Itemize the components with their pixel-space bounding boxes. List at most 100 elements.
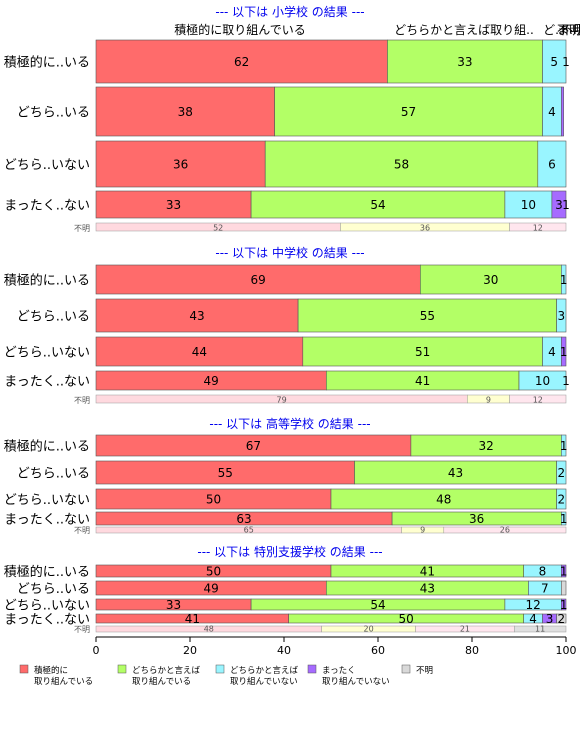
value-label: 1 [560,439,568,453]
value-label: 69 [251,273,266,287]
value-label: 3 [557,309,565,323]
unknown-value-label: 36 [420,224,430,233]
value-label: 55 [218,466,233,480]
bar-row: どちら..いない 44 51 4 1 [4,336,567,367]
value-label: 3 [546,612,554,626]
bar-row: まったく..ない 63 36 1 [4,511,568,528]
unknown-bar: 不明 48 20 21 11 [74,625,567,634]
panel-1: --- 以下は 小学校 の結果 ---積極的に..いる 62 33 5 1どちら..いる… [4,4,570,233]
bar-row: まったく..ない 33 54 10 3 1 [4,190,570,219]
bar-segment [560,564,567,578]
value-label: 32 [478,439,493,453]
legend-swatch [401,664,411,674]
value-label: 10 [535,374,550,388]
value-label: 54 [370,198,385,212]
legend-swatch [307,664,317,674]
bar-segment [560,264,567,295]
value-label: 50 [206,493,221,507]
bar-segment [302,336,543,367]
row-label: まったく..ない [4,513,90,528]
unknown-value-label: 52 [213,224,223,233]
chart-panels: --- 以下は 小学校 の結果 ---積極的に..いる 62 33 5 1どちら..いる… [4,4,570,634]
value-label: 49 [204,374,219,388]
unknown-segment [443,526,567,534]
unknown-value-label: 20 [364,625,374,634]
value-label: 30 [483,273,498,287]
top-label-cat2: どちらかと言えば取り組.. [394,23,534,37]
legend-label: 取り組んでいる [34,676,93,687]
value-label: 1 [562,374,570,388]
legend-label: どちらかと言えば [132,665,201,676]
unknown-value-label: 12 [533,396,543,405]
value-label: 5 [550,55,558,69]
bar-segment [556,613,567,624]
bar-segment [556,460,567,485]
x-tick-label: 60 [371,644,385,657]
legend-swatch [117,664,127,674]
value-label: 38 [178,105,193,119]
value-label: 49 [204,582,219,596]
value-label: 67 [246,439,261,453]
value-label: 41 [420,565,435,579]
unknown-bar: 不明 52 36 12 [74,222,567,233]
value-label: 6 [548,158,556,172]
bar-segment [95,298,299,333]
unknown-value-label: 65 [244,526,254,535]
unknown-value-label: 21 [460,625,470,634]
unknown-segment [509,222,567,232]
value-label: 44 [192,345,207,359]
unknown-value-label: 26 [500,526,510,535]
unknown-bar: 不明 79 9 12 [74,394,567,405]
bar-row: どちら..いない 50 48 2 [4,488,567,510]
value-label: 48 [436,493,451,507]
bar-segment [518,370,567,391]
bar-segment [560,598,567,611]
unknown-label: 不明 [74,396,90,405]
value-label: 33 [166,198,181,212]
row-label: どちら..いない [4,493,90,508]
panel-title: --- 以下は 中学校 の結果 --- [215,245,364,260]
x-tick-label: 80 [465,644,479,657]
bar-row: どちら..いない 36 58 6 [4,140,567,188]
legend-label: 取り組んでいる [132,676,191,687]
value-label: 7 [541,582,549,596]
legend-label: まったく [322,666,356,676]
bar-segment [560,336,567,367]
value-label: 33 [166,598,181,612]
bar-row: 積極的に..いる 67 32 1 [4,434,568,457]
bar-segment [297,298,557,333]
unknown-value-label: 9 [486,396,491,405]
top-label-cat4: ま.. [557,23,577,37]
bar-segment [556,298,567,333]
top-label-cat5-a: 不明 [557,23,580,37]
value-label: 1 [560,273,568,287]
legend-label: 取り組んでいない [230,676,298,687]
bar-segment [95,264,421,295]
unknown-bar: 不明 65 9 26 [74,526,567,535]
row-label: どちら..いる [17,582,90,597]
bar-segment [95,140,266,188]
legend-item: 不明 [401,664,433,676]
value-label: 41 [185,612,200,626]
panel-4: --- 以下は 特別支援学校 の結果 ---積極的に..いる 50 41 8 1どちら.… [4,544,568,634]
value-label: 50 [399,612,414,626]
x-tick-label: 40 [277,644,291,657]
top-label-cat5-b: 不明 [561,23,580,37]
legend-label: 積極的に [34,665,68,676]
legend: 積極的に取り組んでいるどちらかと言えば取り組んでいるどちらかと言えば取り組んでい… [19,664,433,687]
bar-segment [274,86,543,137]
unknown-value-label: 11 [535,625,545,634]
value-label: 12 [525,598,540,612]
unknown-value-label: 9 [420,526,425,535]
bar-row: どちら..いない 33 54 12 1 [4,598,568,614]
value-label: 1 [560,512,568,526]
bar-segment [250,190,506,219]
value-label: 36 [173,158,188,172]
row-label: まったく..ない [4,613,90,628]
panel-title: --- 以下は 小学校 の結果 --- [215,4,364,19]
unknown-label: 不明 [74,625,90,634]
row-label: どちら..いない [4,599,90,614]
